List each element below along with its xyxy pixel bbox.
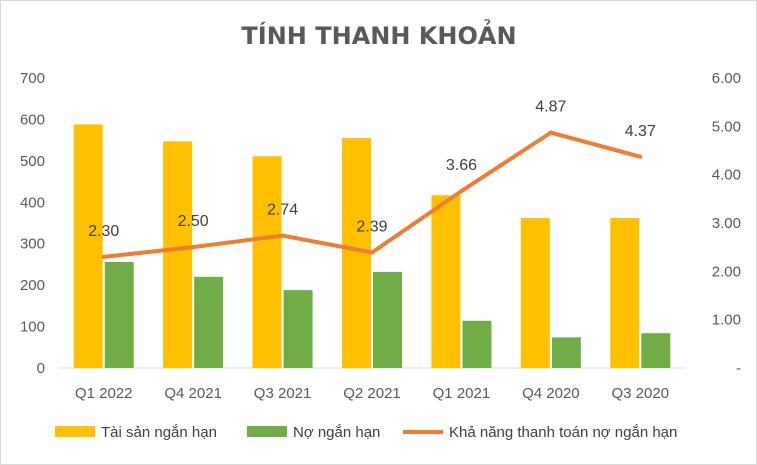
right-tick-label: 4.00 bbox=[712, 167, 741, 184]
x-tick-label: Q3 2021 bbox=[254, 385, 312, 402]
left-tick-label: 300 bbox=[20, 236, 45, 253]
left-tick-label: 600 bbox=[20, 111, 45, 128]
right-tick-label: 2.00 bbox=[712, 263, 741, 280]
left-tick-label: 500 bbox=[20, 153, 45, 170]
legend-label-ratio: Khả năng thanh toán nợ ngắn hạn bbox=[449, 424, 677, 441]
legend-swatch-tai-san bbox=[55, 426, 95, 437]
ratio-point bbox=[638, 154, 643, 159]
ratio-data-label: 2.30 bbox=[88, 223, 119, 240]
right-tick-label: 5.00 bbox=[712, 118, 741, 135]
right-tick-label: - bbox=[736, 360, 741, 377]
legend-label-tai-san: Tài sản ngắn hạn bbox=[101, 424, 217, 441]
ratio-data-label: 2.39 bbox=[356, 218, 387, 235]
bar-no bbox=[283, 290, 313, 368]
ratio-point bbox=[459, 189, 464, 194]
bar-no bbox=[551, 337, 581, 368]
legend-swatch-no bbox=[247, 426, 287, 437]
bar-no bbox=[194, 276, 224, 368]
x-axis: Q1 2022 Q4 2021 Q3 2021 Q2 2021 Q1 2021 Q4 20… bbox=[75, 385, 669, 402]
right-tick-label: 3.00 bbox=[712, 215, 741, 232]
bar-no bbox=[104, 261, 134, 368]
left-tick-label: 100 bbox=[20, 319, 45, 336]
x-tick-label: Q4 2021 bbox=[164, 385, 222, 402]
ratio-point bbox=[191, 245, 196, 250]
ratio-data-label: 3.66 bbox=[446, 157, 477, 174]
x-tick-label: Q1 2022 bbox=[75, 385, 133, 402]
bar-tai-san bbox=[610, 218, 640, 368]
x-tick-label: Q4 2020 bbox=[522, 385, 580, 402]
bar-tai-san bbox=[520, 218, 550, 368]
chart-title: TÍNH THANH KHOẢN bbox=[241, 17, 516, 50]
ratio-point bbox=[280, 233, 285, 238]
left-tick-label: 700 bbox=[20, 70, 45, 87]
legend: Tài sản ngắn hạn Nợ ngắn hạn Khả năng th… bbox=[55, 424, 677, 441]
ratio-point bbox=[101, 254, 106, 259]
right-tick-label: 6.00 bbox=[712, 70, 741, 87]
bar-tai-san bbox=[431, 195, 461, 368]
ratio-data-label: 4.37 bbox=[625, 123, 656, 140]
right-tick-label: 1.00 bbox=[712, 312, 741, 329]
bar-no bbox=[373, 271, 402, 368]
bars bbox=[73, 124, 671, 369]
ratio-data-label: 4.87 bbox=[535, 99, 566, 116]
left-tick-label: 200 bbox=[20, 277, 45, 294]
bar-no bbox=[641, 333, 671, 368]
bar-no bbox=[462, 320, 492, 368]
x-tick-label: Q1 2021 bbox=[433, 385, 491, 402]
ratio-data-label: 2.50 bbox=[178, 213, 209, 230]
left-tick-label: 400 bbox=[20, 194, 45, 211]
x-tick-label: Q2 2021 bbox=[343, 385, 401, 402]
ratio-data-label: 2.74 bbox=[267, 202, 298, 219]
left-tick-label: 0 bbox=[37, 360, 45, 377]
ratio-point bbox=[370, 250, 374, 255]
ratio-point bbox=[548, 130, 553, 135]
left-axis: 0 100 200 300 400 500 600 700 bbox=[20, 70, 45, 377]
bar-tai-san bbox=[163, 141, 193, 368]
ratio-line: 2.30 2.50 2.74 2.39 3.66 4.87 4.37 bbox=[88, 99, 656, 259]
right-axis: - 1.00 2.00 3.00 4.00 5.00 6.00 bbox=[712, 70, 741, 377]
bar-tai-san bbox=[252, 156, 282, 368]
legend-label-no: Nợ ngắn hạn bbox=[293, 424, 380, 441]
bar-tai-san bbox=[73, 124, 103, 369]
x-tick-label: Q3 2020 bbox=[612, 385, 670, 402]
